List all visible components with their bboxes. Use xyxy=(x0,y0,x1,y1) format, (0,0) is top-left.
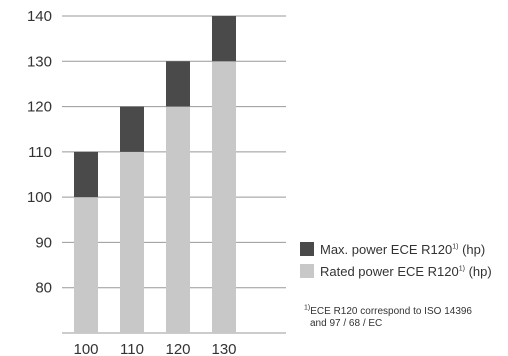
bar-max-power xyxy=(74,151,98,198)
bar-rated-power xyxy=(212,61,236,334)
legend-rated-sup: 1) xyxy=(458,265,465,273)
legend-label-max-power: Max. power ECE R1201) (hp) xyxy=(320,242,485,257)
y-tick-label: 80 xyxy=(35,280,52,297)
y-tick-label: 140 xyxy=(27,8,52,25)
bar-max-power xyxy=(120,106,144,152)
footnote-line-2: and 97 / 68 / EC xyxy=(304,318,504,330)
x-tick-label: 120 xyxy=(165,341,190,356)
y-tick-label: 110 xyxy=(28,144,52,161)
footnote-text-2: and 97 / 68 / EC xyxy=(310,318,383,329)
footnote: 1)ECE R120 correspond to ISO 14396 and 9… xyxy=(304,304,504,330)
bar-rated-power xyxy=(166,106,190,333)
chart-legend: Max. power ECE R1201) (hp) Rated power E… xyxy=(300,238,492,282)
y-axis-tick-labels: 80 90 100 110 120 130 140 xyxy=(27,8,52,297)
x-tick-label: 100 xyxy=(73,341,98,356)
x-tick-label: 130 xyxy=(211,341,236,356)
legend-item-max-power: Max. power ECE R1201) (hp) xyxy=(300,238,492,260)
legend-max-text: Max. power ECE R120 xyxy=(320,241,453,257)
y-tick-label: 90 xyxy=(35,234,52,251)
footnote-marker: 1) xyxy=(304,304,311,312)
y-tick-label: 120 xyxy=(27,99,52,116)
bar-max-power xyxy=(166,61,190,107)
legend-item-rated-power: Rated power ECE R1201) (hp) xyxy=(300,260,492,282)
legend-label-rated-power: Rated power ECE R1201) (hp) xyxy=(320,264,492,279)
x-axis-tick-labels: 100 110 120 130 xyxy=(73,341,236,356)
legend-max-sup: 1) xyxy=(452,243,459,251)
bar-rated-power xyxy=(120,151,144,333)
bar-rated-power xyxy=(74,197,98,333)
legend-swatch-max-power xyxy=(300,242,314,256)
bar-max-power xyxy=(212,16,236,62)
y-tick-label: 130 xyxy=(27,53,52,70)
footnote-text-1: ECE R120 correspond to ISO 14396 xyxy=(310,306,472,317)
y-tick-label: 100 xyxy=(27,189,52,206)
legend-swatch-rated-power xyxy=(300,264,314,278)
legend-rated-unit: (hp) xyxy=(464,263,492,279)
legend-rated-text: Rated power ECE R120 xyxy=(320,263,459,279)
x-tick-label: 110 xyxy=(120,341,144,356)
footnote-line-1: 1)ECE R120 correspond to ISO 14396 xyxy=(304,304,504,318)
bars xyxy=(74,16,236,334)
legend-max-unit: (hp) xyxy=(458,241,486,257)
